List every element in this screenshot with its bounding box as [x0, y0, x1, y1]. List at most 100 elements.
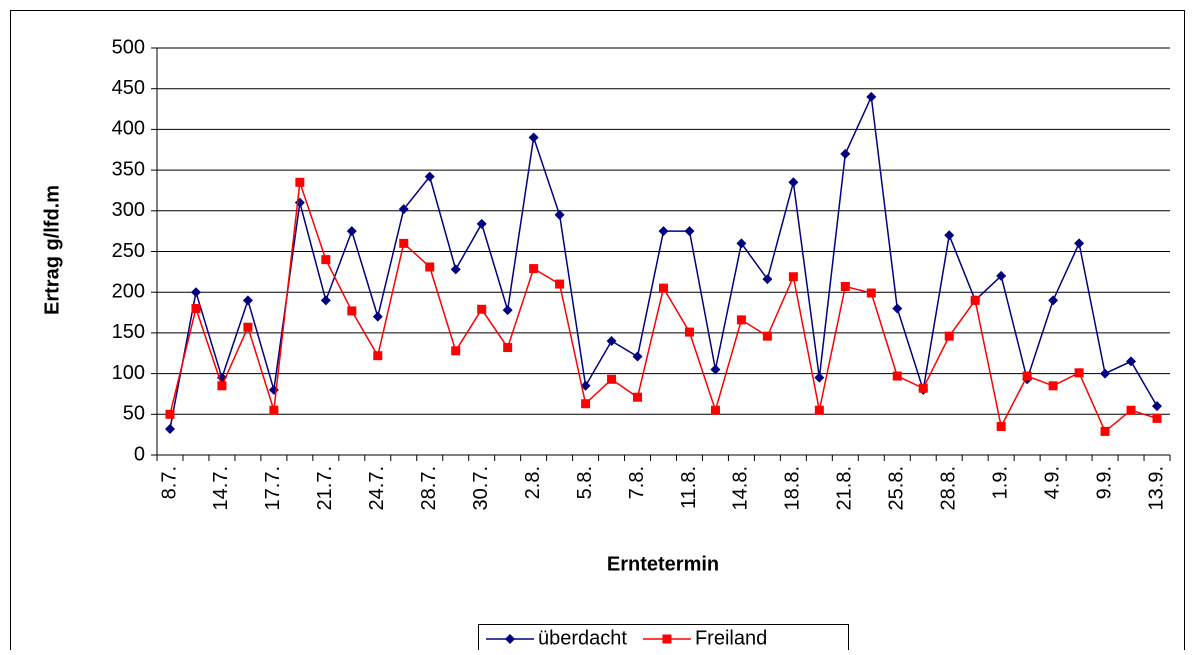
point — [320, 295, 331, 306]
point — [866, 288, 876, 298]
y-tick-label: 200 — [112, 280, 145, 302]
x-tick-label: 21.7. — [314, 466, 336, 510]
point — [788, 177, 799, 188]
y-tick-label: 100 — [112, 362, 145, 384]
point — [269, 405, 279, 415]
point — [528, 132, 539, 143]
point — [1100, 426, 1110, 436]
point — [191, 303, 201, 313]
point — [1126, 405, 1136, 415]
point — [662, 634, 672, 644]
point — [295, 177, 305, 187]
point — [164, 423, 175, 434]
point — [814, 372, 825, 383]
point — [1100, 368, 1111, 379]
point — [996, 422, 1006, 432]
x-tick-label: 2.8. — [522, 466, 544, 499]
legend-label: überdacht — [538, 627, 627, 649]
y-tick-label: 400 — [112, 118, 145, 140]
x-tick-label: 13.9. — [1145, 466, 1167, 510]
point — [217, 381, 227, 391]
point — [502, 305, 513, 316]
point — [944, 331, 954, 341]
point — [347, 306, 357, 316]
point — [503, 343, 513, 353]
point — [450, 264, 461, 275]
point — [373, 351, 383, 361]
point — [477, 304, 487, 314]
x-tick-label: 11.8. — [678, 466, 700, 509]
y-tick-label: 300 — [112, 199, 145, 221]
point — [476, 218, 487, 229]
x-tick-label: 17.7. — [262, 466, 284, 510]
chart-border — [10, 10, 1185, 655]
point — [632, 351, 643, 362]
point — [633, 392, 643, 402]
point — [425, 262, 435, 272]
point — [684, 327, 694, 337]
point — [684, 226, 695, 237]
point — [165, 409, 175, 419]
y-tick-label: 150 — [112, 321, 145, 343]
point — [892, 303, 903, 314]
point — [892, 371, 902, 381]
point — [529, 264, 539, 274]
point — [1022, 371, 1032, 381]
point — [555, 279, 565, 289]
series-line — [169, 94, 1158, 430]
point — [554, 209, 565, 220]
point — [840, 148, 851, 159]
point — [659, 283, 668, 293]
point — [866, 91, 877, 102]
x-tick-label: 1.9. — [989, 466, 1011, 499]
x-tick-label: 25.8. — [886, 466, 908, 510]
x-tick-label: 24.7. — [366, 466, 388, 510]
point — [1074, 238, 1085, 249]
point — [242, 295, 253, 306]
point — [1074, 368, 1084, 378]
point — [658, 226, 669, 237]
y-tick-label: 450 — [112, 77, 145, 99]
point — [294, 197, 305, 208]
x-tick-label: 4.9. — [1041, 466, 1063, 499]
point — [607, 374, 617, 384]
x-tick-label: 14.7. — [210, 466, 232, 510]
point — [346, 226, 357, 237]
y-axis-label: Ertrag g/lfd.m — [41, 185, 63, 315]
point — [762, 331, 772, 341]
point — [1048, 381, 1058, 391]
point — [996, 270, 1007, 281]
point — [736, 238, 747, 249]
point — [398, 204, 409, 215]
x-tick-label: 28.7. — [418, 466, 440, 510]
x-tick-label: 8.7. — [158, 466, 180, 499]
point — [814, 405, 824, 415]
point — [1152, 401, 1163, 412]
point — [710, 364, 721, 375]
point — [1152, 413, 1162, 423]
point — [1048, 295, 1059, 306]
point — [1126, 356, 1137, 367]
point — [580, 380, 591, 391]
x-tick-label: 9.9. — [1093, 466, 1115, 499]
point — [944, 230, 955, 241]
point — [243, 322, 253, 332]
x-tick-label: 30.7. — [470, 466, 492, 510]
x-tick-label: 5.8. — [574, 466, 596, 499]
x-axis-label: Erntetermin — [607, 553, 719, 575]
y-tick-label: 500 — [112, 36, 145, 58]
point — [918, 383, 928, 393]
x-tick-label: 7.8. — [626, 466, 648, 499]
point — [581, 399, 591, 409]
x-tick-label: 21.8. — [834, 466, 856, 510]
point — [710, 405, 720, 415]
point — [399, 238, 409, 248]
point — [372, 311, 383, 322]
point — [424, 171, 435, 182]
point — [970, 295, 980, 305]
y-tick-label: 250 — [112, 240, 145, 262]
point — [190, 287, 201, 298]
point — [606, 336, 617, 347]
legend-label: Freiland — [695, 627, 767, 649]
